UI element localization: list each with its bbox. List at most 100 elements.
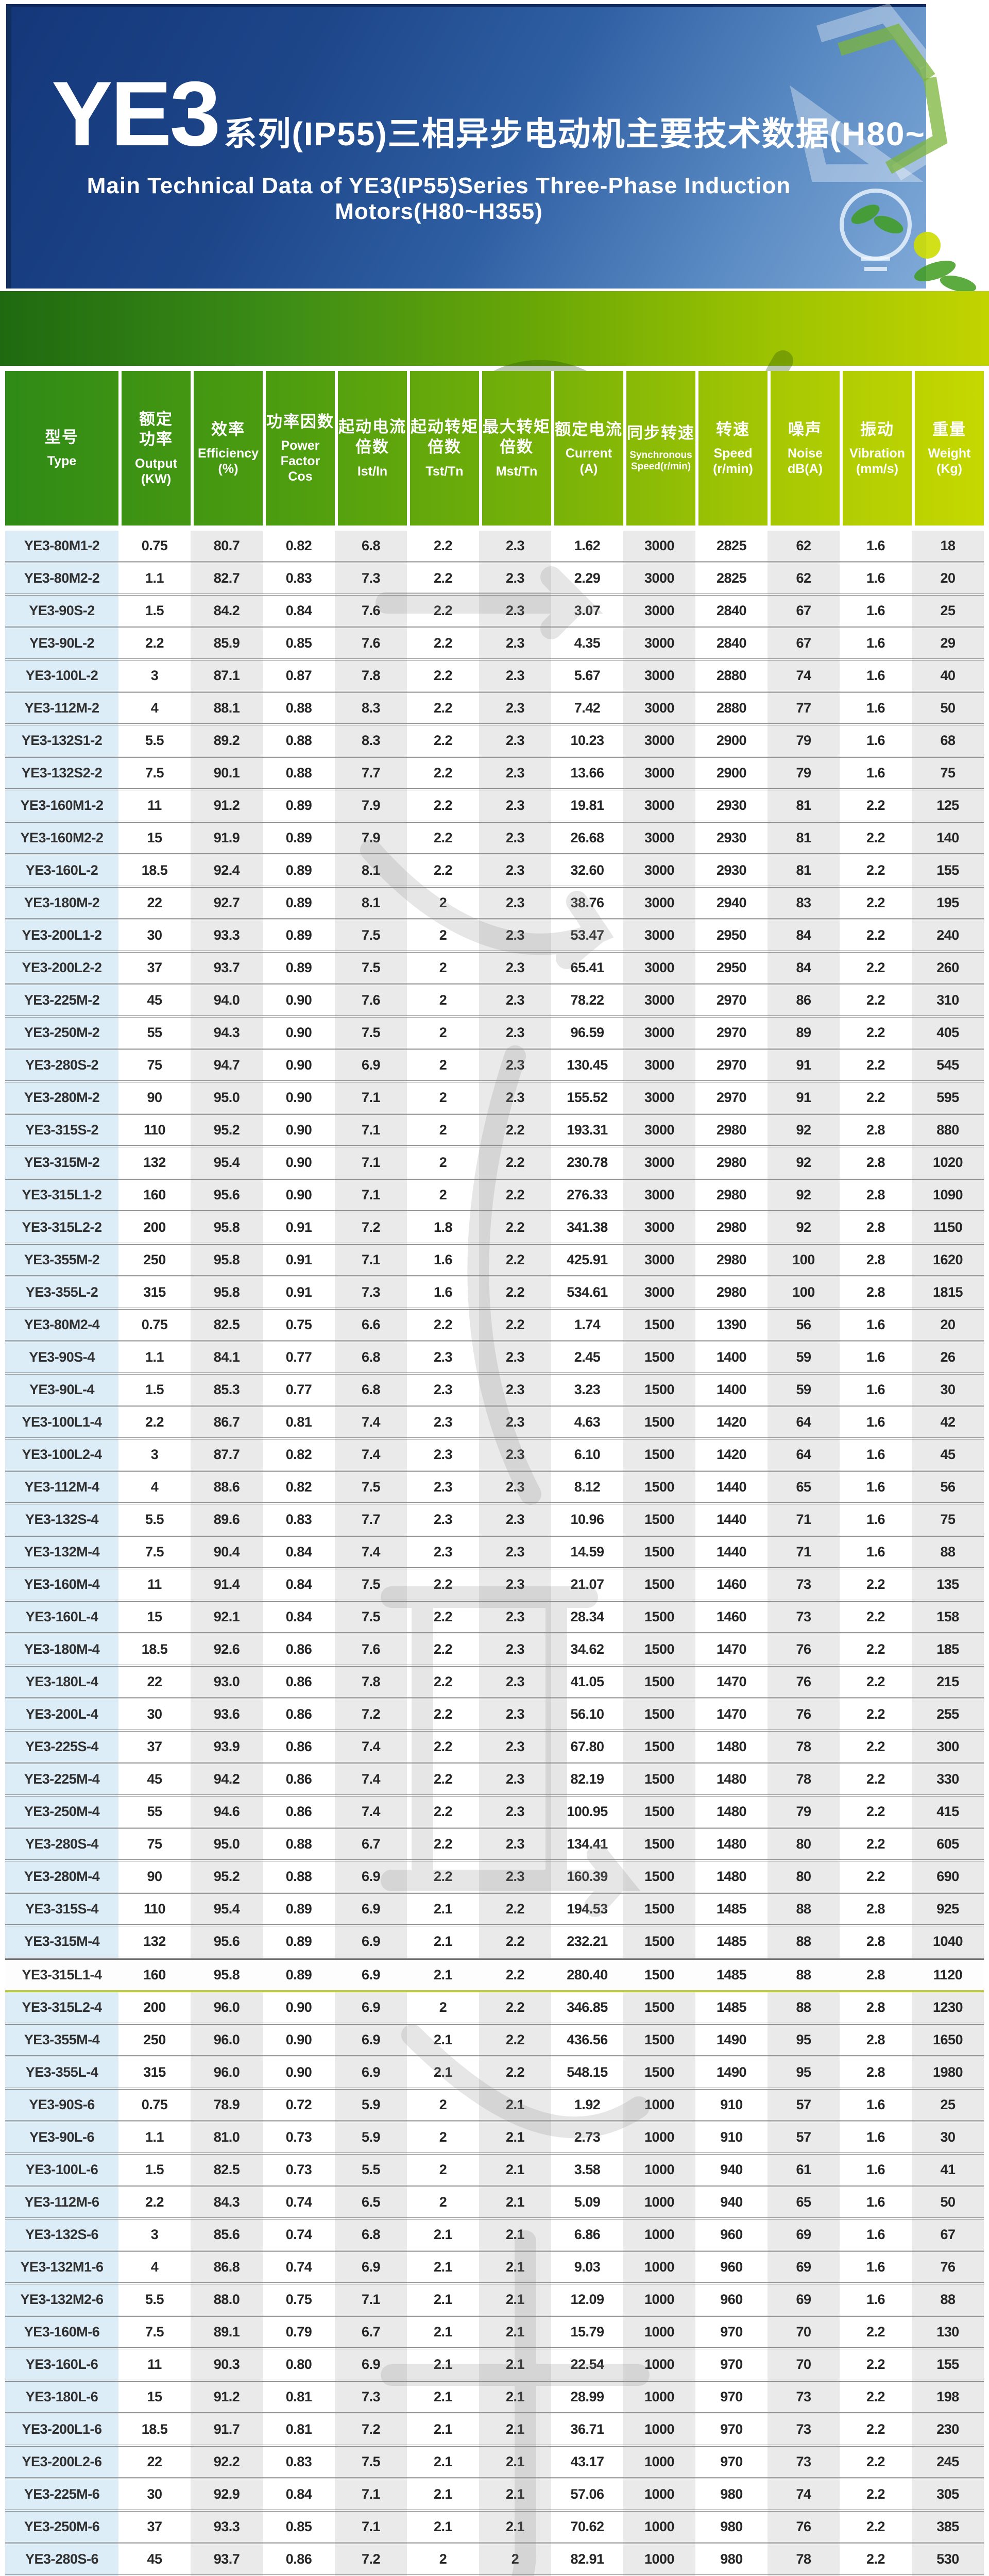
value-cell: 30 (118, 2479, 191, 2512)
value-cell: 2.2 (407, 725, 479, 758)
value-cell: 2.3 (479, 531, 551, 563)
value-cell: 0.89 (263, 790, 335, 823)
value-cell: 34.62 (551, 1634, 623, 1667)
value-cell: 7.4 (335, 1439, 407, 1472)
value-cell: 2.1 (407, 2219, 479, 2252)
value-cell: 76 (768, 1634, 840, 1667)
value-cell: 7.1 (335, 2284, 407, 2317)
value-cell: 1.6 (407, 1245, 479, 1277)
table-row: YE3-160L-6 11 90.3 0.80 6.9 2.1 2.1 22.54 1000 97… (5, 2349, 984, 2382)
value-cell: 2.2 (840, 1764, 912, 1797)
value-cell: 94.6 (191, 1797, 263, 1829)
value-cell: 0.74 (263, 2219, 335, 2252)
column-header-2: 额定 功率 Output (KW) (118, 371, 191, 531)
value-cell: 3000 (623, 953, 695, 985)
value-cell: 92.1 (191, 1602, 263, 1634)
value-cell: 2.3 (479, 1504, 551, 1537)
value-cell: 91.2 (191, 2382, 263, 2414)
value-cell: 534.61 (551, 1277, 623, 1310)
value-cell: 85.3 (191, 1375, 263, 1407)
value-cell: 2.2 (840, 2382, 912, 2414)
value-cell: 385 (912, 2512, 984, 2544)
value-cell: 0.72 (263, 2090, 335, 2122)
value-cell: 73 (768, 1569, 840, 1602)
value-cell: 0.84 (263, 1537, 335, 1569)
value-cell: 0.86 (263, 1764, 335, 1797)
value-cell: 341.38 (551, 1212, 623, 1245)
value-cell: 2.3 (479, 628, 551, 660)
value-cell: 230.78 (551, 1147, 623, 1180)
value-cell: 1.6 (840, 660, 912, 693)
spec-table-wrap: 型号 Type 额定 功率 Output (KW) 效率 Efficiency (%) 功率因数 P… (5, 371, 984, 2576)
value-cell: 7.1 (335, 1245, 407, 1277)
value-cell: 160.39 (551, 1861, 623, 1894)
value-cell: 1.6 (840, 2090, 912, 2122)
value-cell: 73 (768, 2382, 840, 2414)
value-cell: 79 (768, 725, 840, 758)
value-cell: 6.8 (335, 1342, 407, 1375)
value-cell: 2.3 (479, 855, 551, 888)
table-row: YE3-80M2-2 1.1 82.7 0.83 7.3 2.2 2.3 2.29 3000 28… (5, 563, 984, 596)
table-row: YE3-200L1-6 18.5 91.7 0.81 7.2 2.1 2.1 36.71 100… (5, 2414, 984, 2447)
value-cell: 2950 (695, 920, 768, 953)
value-cell: 140 (912, 823, 984, 855)
table-row: YE3-160M1-2 11 91.2 0.89 7.9 2.2 2.3 19.81 3000 2… (5, 790, 984, 823)
value-cell: 2.2 (407, 790, 479, 823)
value-cell: 2.1 (407, 1926, 479, 1959)
value-cell: 3 (118, 1439, 191, 1472)
value-cell: 81 (768, 790, 840, 823)
value-cell: 90 (118, 1082, 191, 1115)
value-cell: 2.3 (479, 1861, 551, 1894)
value-cell: 1.6 (840, 1342, 912, 1375)
value-cell: 2.2 (840, 953, 912, 985)
value-cell: 2.2 (407, 596, 479, 628)
value-cell: 88.0 (191, 2284, 263, 2317)
table-row: YE3-315L2-2 200 95.8 0.91 7.2 1.8 2.2 341.38 300… (5, 1212, 984, 1245)
table-row: YE3-315S-4 110 95.4 0.89 6.9 2.1 2.2 194.53 1500… (5, 1894, 984, 1926)
motor-type-cell: YE3-280S-6 (5, 2544, 118, 2576)
value-cell: 100 (768, 1277, 840, 1310)
header-cn: 额定 功率 (139, 410, 173, 448)
value-cell: 0.82 (263, 531, 335, 563)
value-cell: 2.2 (479, 1992, 551, 2025)
motor-type-cell: YE3-132S-4 (5, 1504, 118, 1537)
value-cell: 135 (912, 1569, 984, 1602)
value-cell: 2.2 (407, 758, 479, 790)
value-cell: 89.6 (191, 1504, 263, 1537)
value-cell: 2.1 (407, 2252, 479, 2284)
value-cell: 200 (118, 1992, 191, 2025)
value-cell: 90.1 (191, 758, 263, 790)
value-cell: 7.2 (335, 2544, 407, 2576)
value-cell: 1.5 (118, 1375, 191, 1407)
value-cell: 310 (912, 985, 984, 1018)
value-cell: 78.9 (191, 2090, 263, 2122)
value-cell: 2.2 (840, 2479, 912, 2512)
value-cell: 1980 (912, 2057, 984, 2090)
value-cell: 2.2 (407, 563, 479, 596)
value-cell: 56 (768, 1310, 840, 1342)
value-cell: 0.75 (118, 1310, 191, 1342)
value-cell: 2.3 (407, 1504, 479, 1537)
value-cell: 110 (118, 1894, 191, 1926)
value-cell: 2840 (695, 628, 768, 660)
value-cell: 0.91 (263, 1277, 335, 1310)
table-row: YE3-225M-2 45 94.0 0.90 7.6 2 2.3 78.22 3000 2970… (5, 985, 984, 1018)
value-cell: 2.3 (479, 660, 551, 693)
value-cell: 64 (768, 1407, 840, 1439)
value-cell: 2.2 (407, 628, 479, 660)
value-cell: 160 (118, 1959, 191, 1992)
value-cell: 130 (912, 2317, 984, 2349)
value-cell: 95.8 (191, 1245, 263, 1277)
value-cell: 2.2 (840, 1732, 912, 1764)
value-cell: 0.86 (263, 1667, 335, 1699)
value-cell: 92.7 (191, 888, 263, 920)
table-row: YE3-355L-4 315 96.0 0.90 6.9 2.1 2.2 548.15 1500… (5, 2057, 984, 2090)
value-cell: 2.1 (479, 2219, 551, 2252)
value-cell: 2 (407, 2187, 479, 2219)
value-cell: 6.9 (335, 1926, 407, 1959)
value-cell: 5.5 (118, 725, 191, 758)
value-cell: 2.3 (479, 1699, 551, 1732)
value-cell: 970 (695, 2414, 768, 2447)
header-cn: 噪声 (788, 420, 822, 438)
value-cell: 1.1 (118, 2122, 191, 2155)
